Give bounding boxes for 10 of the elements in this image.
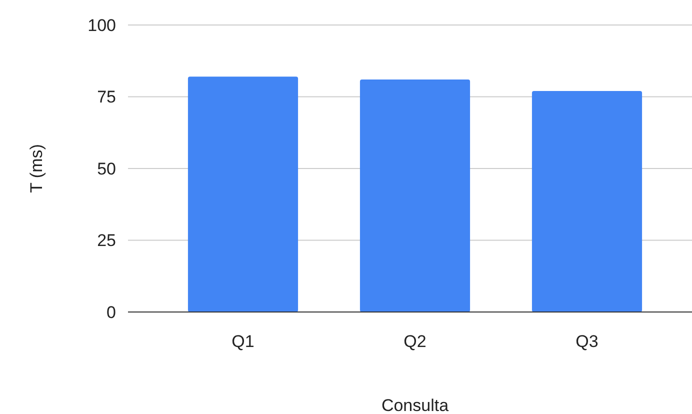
y-tick-label: 25 [97, 231, 116, 250]
x-tick-label: Q2 [404, 332, 426, 351]
y-axis-title: T (ms) [26, 144, 46, 193]
x-axis-title: Consulta [381, 396, 450, 414]
y-tick-label: 75 [97, 88, 116, 107]
x-tick-label: Q3 [576, 332, 598, 351]
y-tick-label: 50 [97, 159, 116, 178]
y-tick-label: 100 [88, 16, 116, 35]
x-tick-label: Q1 [232, 332, 254, 351]
y-tick-label: 0 [106, 302, 116, 322]
